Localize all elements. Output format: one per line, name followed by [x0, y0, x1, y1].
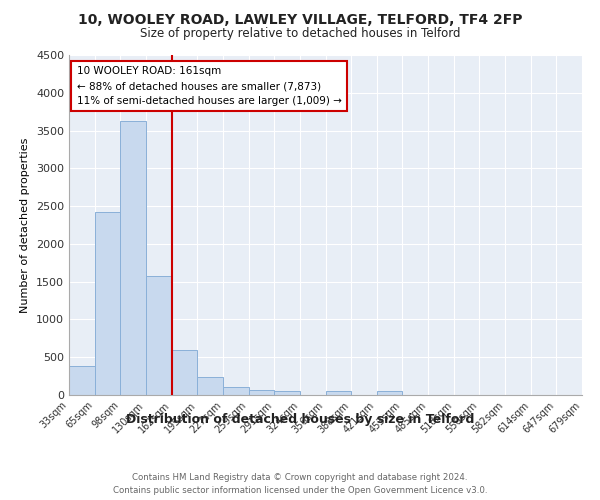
Text: Size of property relative to detached houses in Telford: Size of property relative to detached ho…	[140, 28, 460, 40]
Y-axis label: Number of detached properties: Number of detached properties	[20, 138, 31, 312]
Bar	[248, 390, 274, 395]
Bar	[377, 391, 403, 395]
Text: Distribution of detached houses by size in Telford: Distribution of detached houses by size …	[126, 412, 474, 426]
Text: 10, WOOLEY ROAD, LAWLEY VILLAGE, TELFORD, TF4 2FP: 10, WOOLEY ROAD, LAWLEY VILLAGE, TELFORD…	[78, 12, 522, 26]
Bar	[325, 391, 351, 395]
Bar	[146, 276, 172, 395]
Text: Contains HM Land Registry data © Crown copyright and database right 2024.: Contains HM Land Registry data © Crown c…	[132, 472, 468, 482]
Bar	[121, 122, 146, 395]
Bar	[95, 212, 121, 395]
Text: Contains public sector information licensed under the Open Government Licence v3: Contains public sector information licen…	[113, 486, 487, 495]
Bar	[69, 366, 95, 395]
Text: 10 WOOLEY ROAD: 161sqm
← 88% of detached houses are smaller (7,873)
11% of semi-: 10 WOOLEY ROAD: 161sqm ← 88% of detached…	[77, 66, 341, 106]
Bar	[223, 387, 248, 395]
Bar	[274, 391, 300, 395]
Bar	[172, 350, 197, 395]
Bar	[197, 377, 223, 395]
